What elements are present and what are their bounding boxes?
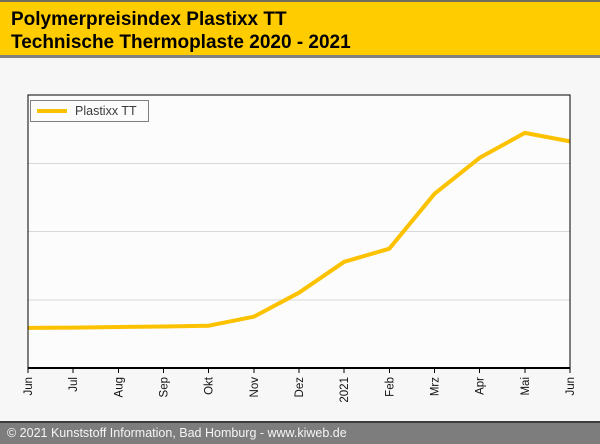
title-line-2: Technische Thermoplaste 2020 - 2021 xyxy=(11,32,351,53)
chart-plot: Jun Jul Aug Sep Okt Nov Dez 2021 Feb Mrz Apr Mai Jun xyxy=(23,94,577,403)
x-tick-label: 2021 xyxy=(339,377,351,403)
x-tick-label: Jul xyxy=(68,377,80,392)
copyright-footer: © 2021 Kunststoff Information, Bad Hombu… xyxy=(0,421,600,444)
x-tick-label: Mai xyxy=(520,377,532,396)
chart-legend: Plastixx TT xyxy=(30,100,149,122)
legend-label: Plastixx TT xyxy=(75,104,137,118)
title-line-1: Polymerpreisindex Plastixx TT xyxy=(11,9,287,30)
x-tick-label: Apr xyxy=(475,377,487,395)
x-tick-label: Okt xyxy=(204,376,216,395)
x-tick-label: Feb xyxy=(384,377,396,397)
x-tick-label: Nov xyxy=(249,377,261,398)
x-tick-label: Jun xyxy=(23,377,35,396)
legend-line-swatch xyxy=(37,109,67,113)
x-tick-label: Aug xyxy=(113,377,125,397)
x-tick-label: Jun xyxy=(565,377,577,396)
x-tick-label: Mrz xyxy=(430,377,442,396)
series-line xyxy=(27,130,571,330)
x-tick-label: Dez xyxy=(294,377,306,398)
chart-title-banner: Polymerpreisindex Plastixx TT Technische… xyxy=(0,0,600,58)
x-tick-label: Sep xyxy=(159,377,171,397)
